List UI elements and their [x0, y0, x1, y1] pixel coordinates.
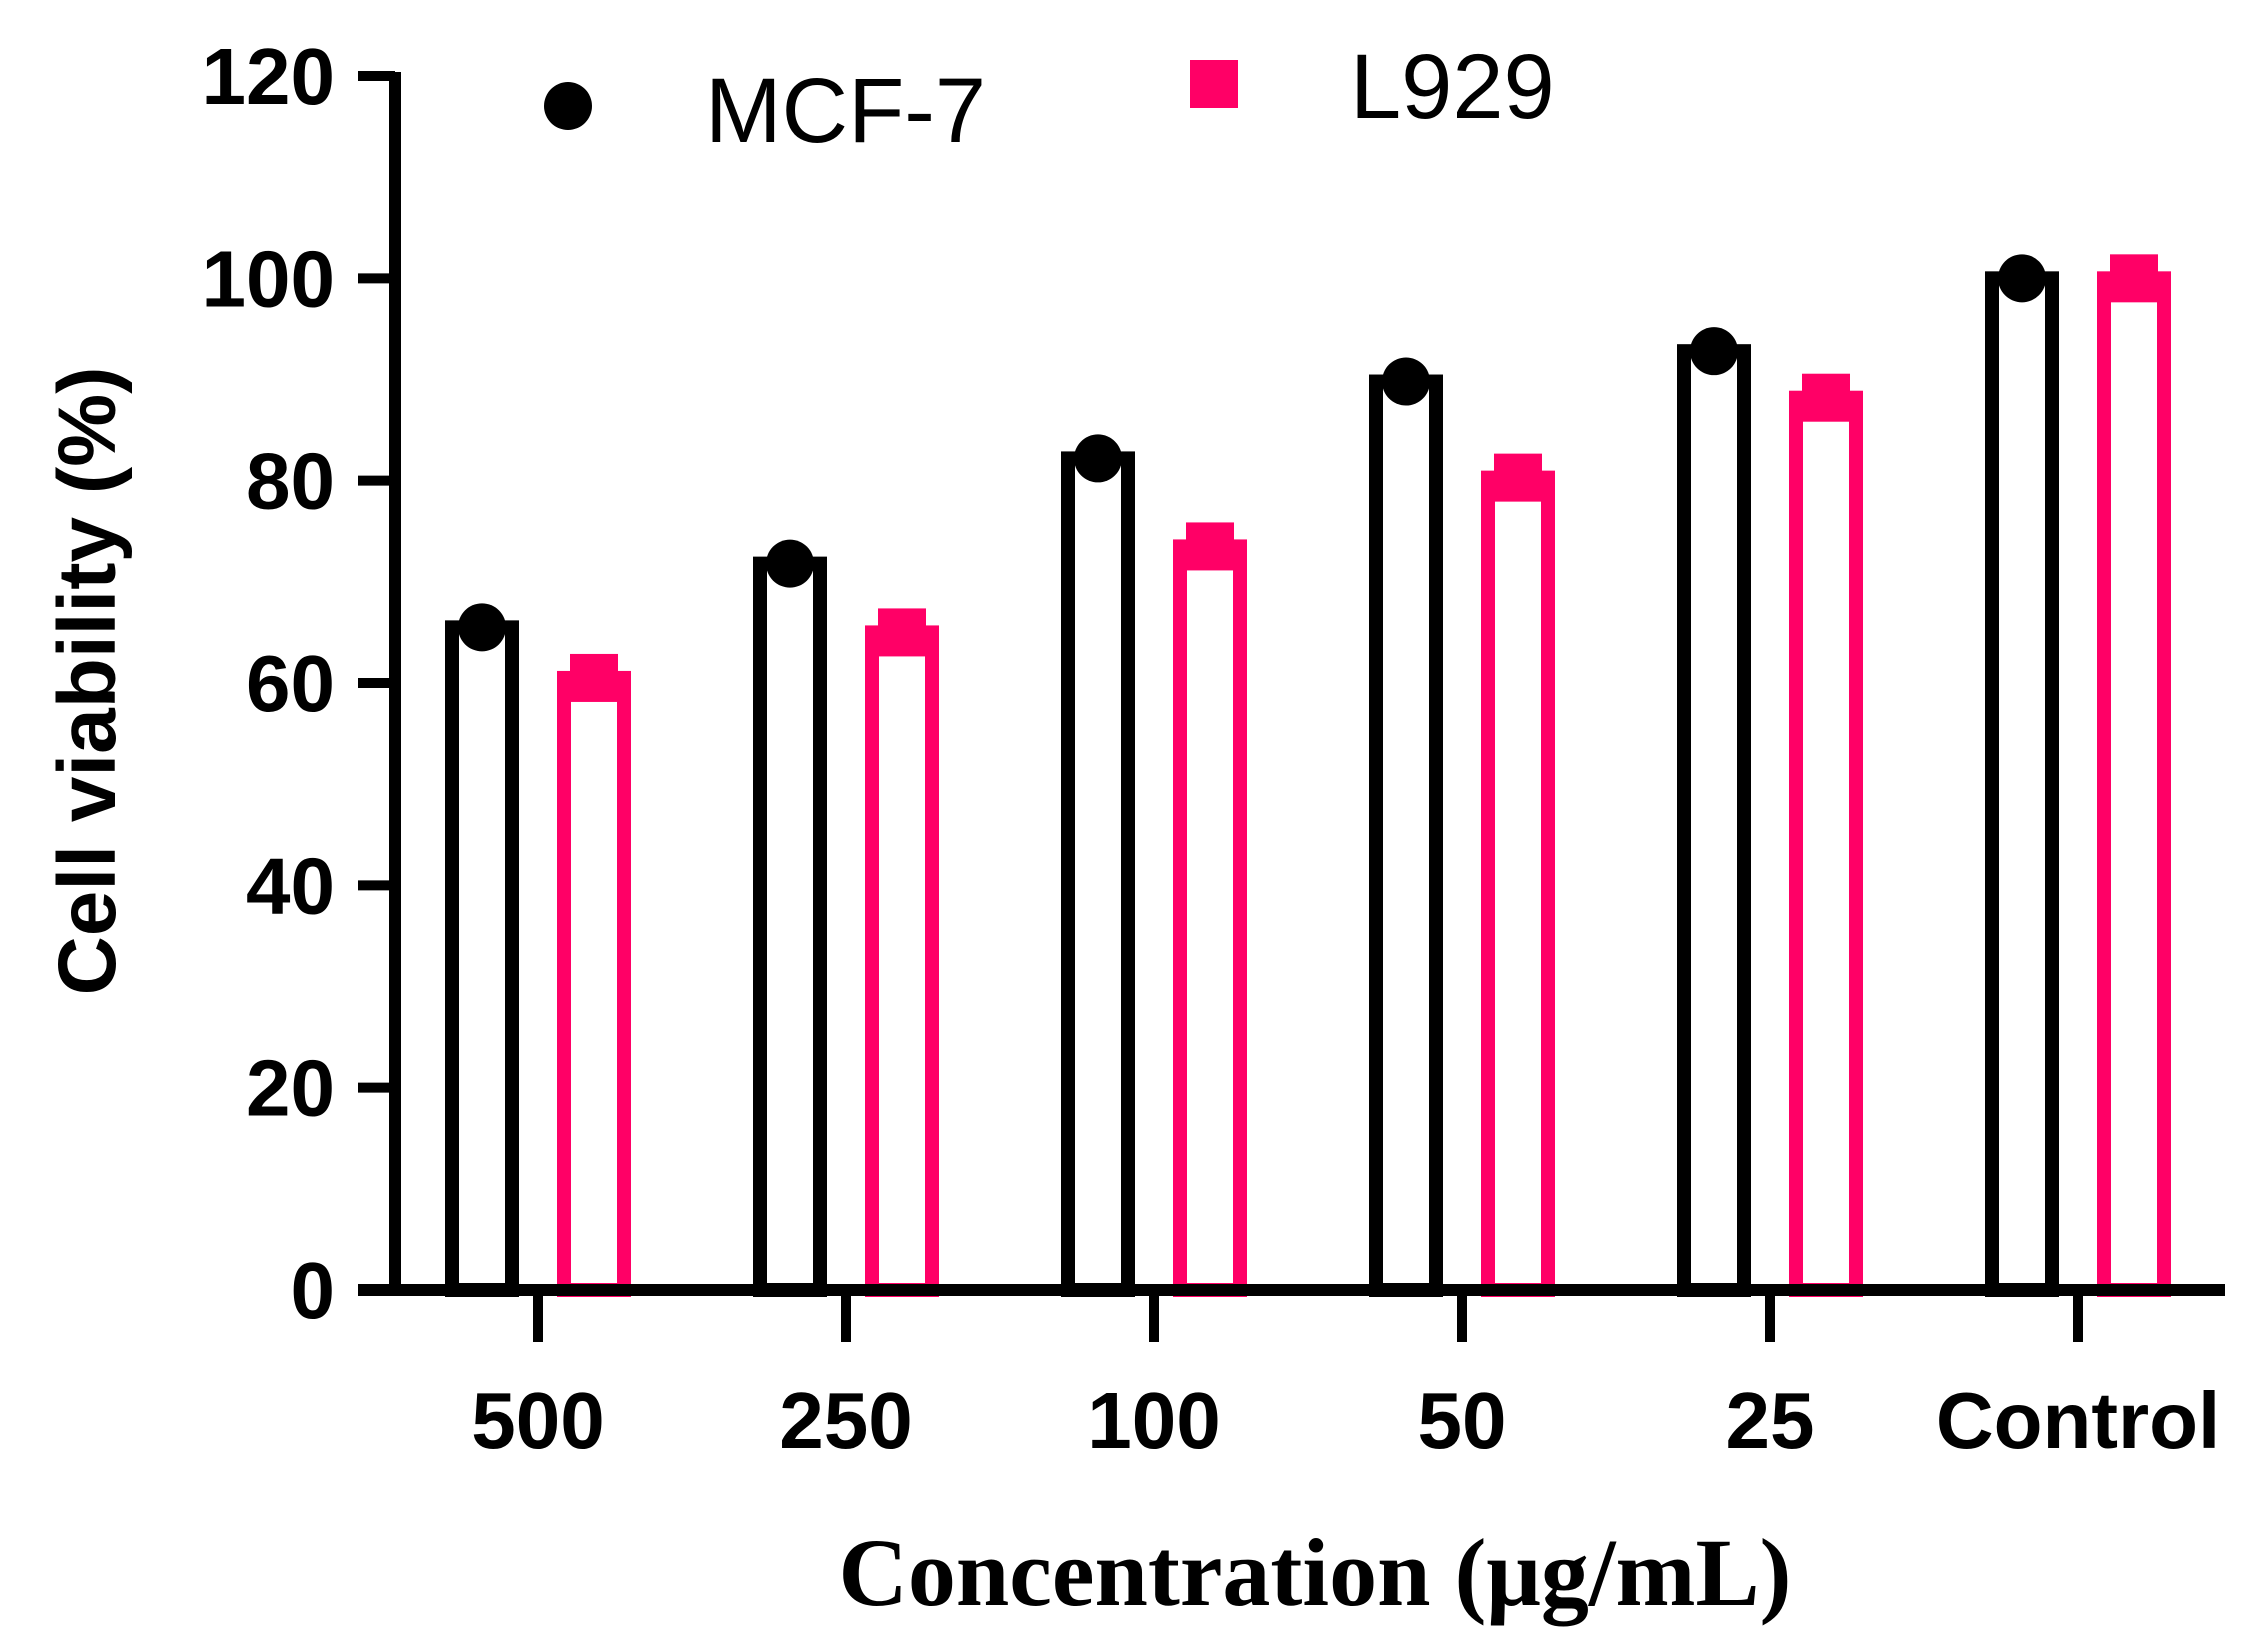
x-ticks-layer: 500 250 100 50 25 Control	[471, 1290, 2220, 1465]
x-tick-label-control: Control	[1936, 1376, 2220, 1465]
bar-l929-100	[1173, 539, 1247, 1297]
point-mcf7-control	[1998, 254, 2046, 303]
bar-l929-250	[865, 625, 939, 1297]
x-tick-label-250: 250	[779, 1376, 912, 1465]
y-tick-label-40: 40	[246, 841, 335, 930]
y-tick-label-120: 120	[202, 32, 335, 121]
bar-l929-500	[557, 670, 631, 1297]
y-tick-label-100: 100	[202, 234, 335, 323]
x-tick-label-25: 25	[1726, 1376, 1815, 1465]
bar-l929-control	[2097, 271, 2171, 1298]
bars-layer	[445, 271, 2171, 1298]
markers-layer	[458, 254, 2158, 702]
point-mcf7-250	[766, 539, 814, 588]
point-mcf7-100	[1074, 434, 1122, 483]
point-mcf7-500	[458, 603, 506, 652]
y-ticks-layer: 0 20 40 60 80 100 120	[202, 32, 395, 1335]
bar-mcf7-control	[1985, 271, 2059, 1298]
bar-mcf7-100	[1061, 451, 1135, 1298]
legend-label-l929: L929	[1350, 36, 1555, 138]
legend-marker-l929	[1190, 60, 1238, 108]
x-tick-label-50: 50	[1418, 1376, 1507, 1465]
bar-mcf7-250	[753, 556, 827, 1297]
point-l929-50	[1494, 453, 1542, 502]
x-axis-title: Concentration (μg/mL)	[839, 1519, 1792, 1626]
y-tick-label-60: 60	[246, 639, 335, 728]
point-mcf7-25	[1690, 327, 1738, 376]
bar-mcf7-500	[445, 620, 519, 1297]
point-mcf7-50	[1382, 357, 1430, 406]
point-l929-100	[1186, 522, 1234, 571]
x-tick-label-100: 100	[1087, 1376, 1220, 1465]
y-axis-title: Cell viability (%)	[42, 367, 133, 996]
y-tick-label-20: 20	[246, 1044, 335, 1133]
y-tick-label-0: 0	[291, 1246, 336, 1335]
legend-marker-mcf7	[544, 82, 592, 130]
legend: MCF-7 L929	[544, 36, 1555, 162]
point-l929-500	[570, 653, 618, 702]
bar-l929-25	[1789, 390, 1863, 1297]
y-tick-label-80: 80	[246, 437, 335, 526]
bar-mcf7-50	[1369, 374, 1443, 1298]
point-l929-control	[2110, 254, 2158, 303]
bar-mcf7-25	[1677, 344, 1751, 1297]
x-tick-label-500: 500	[471, 1376, 604, 1465]
legend-label-mcf7: MCF-7	[705, 60, 986, 162]
point-l929-250	[878, 608, 926, 657]
bar-l929-50	[1481, 470, 1555, 1297]
point-l929-25	[1802, 373, 1850, 422]
